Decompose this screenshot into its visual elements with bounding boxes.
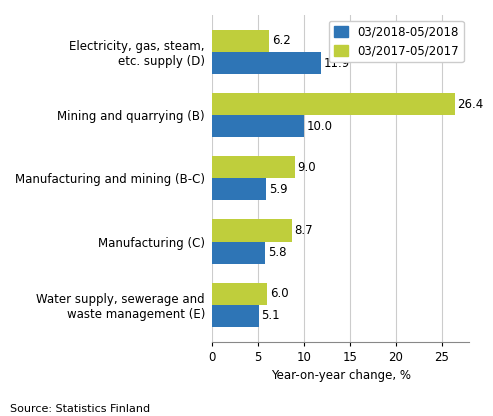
- Text: 5.8: 5.8: [268, 246, 286, 259]
- Legend: 03/2018-05/2018, 03/2017-05/2017: 03/2018-05/2018, 03/2017-05/2017: [329, 21, 463, 62]
- Bar: [212, 30, 269, 52]
- Bar: [212, 305, 259, 327]
- X-axis label: Year-on-year change, %: Year-on-year change, %: [271, 369, 411, 382]
- Text: 9.0: 9.0: [297, 161, 316, 174]
- Bar: [212, 156, 295, 178]
- Text: 6.0: 6.0: [270, 287, 288, 300]
- Bar: [212, 242, 265, 264]
- Bar: [212, 52, 321, 74]
- Bar: [212, 282, 267, 305]
- Text: 10.0: 10.0: [307, 120, 333, 133]
- Bar: [212, 219, 292, 242]
- Bar: [212, 178, 266, 201]
- Text: 5.9: 5.9: [269, 183, 287, 196]
- Text: 6.2: 6.2: [272, 35, 290, 47]
- Text: 11.9: 11.9: [324, 57, 351, 69]
- Text: 26.4: 26.4: [458, 98, 484, 111]
- Bar: [212, 115, 304, 137]
- Bar: [212, 93, 455, 115]
- Text: 5.1: 5.1: [262, 309, 280, 322]
- Text: Source: Statistics Finland: Source: Statistics Finland: [10, 404, 150, 414]
- Text: 8.7: 8.7: [295, 224, 314, 237]
